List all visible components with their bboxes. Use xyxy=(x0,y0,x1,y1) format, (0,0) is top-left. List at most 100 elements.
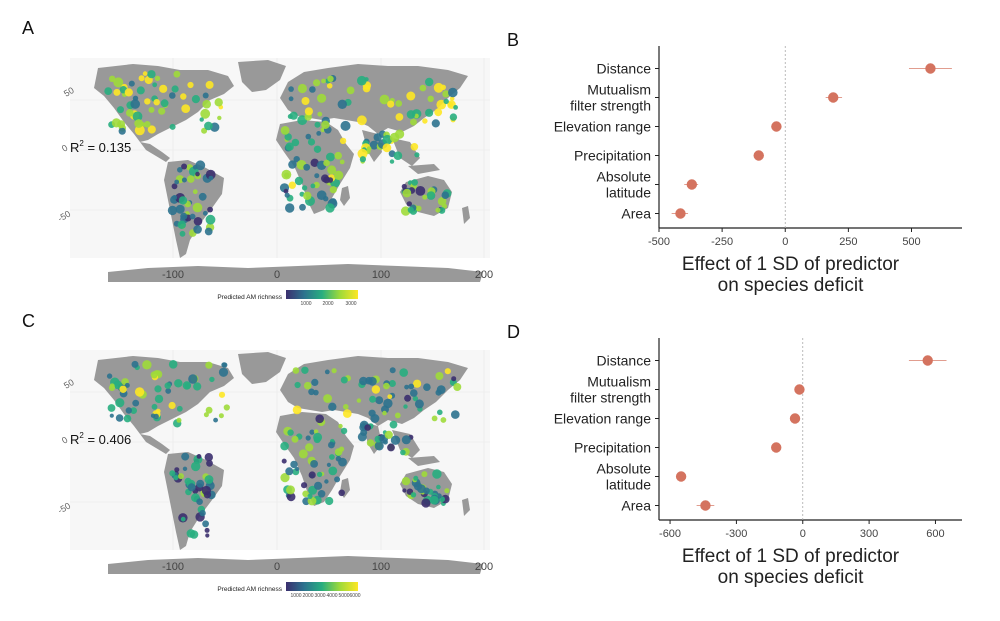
map-c-legend-title: Predicted AM richness xyxy=(217,586,282,593)
map-site-point xyxy=(182,466,188,471)
map-site-point xyxy=(117,120,126,129)
effect-point xyxy=(700,500,711,511)
effect-point xyxy=(794,384,805,395)
map-site-point xyxy=(132,399,140,407)
map-site-point xyxy=(451,410,460,419)
map-site-point xyxy=(406,110,416,119)
map-site-point xyxy=(108,384,116,391)
map-site-point xyxy=(192,202,203,213)
map-site-point xyxy=(324,479,329,484)
map-site-point xyxy=(314,481,323,490)
map-site-point xyxy=(173,475,179,481)
map-site-point xyxy=(131,360,139,368)
map-c-r2-annotation: R2 = 0.406 xyxy=(70,431,131,447)
map-site-point xyxy=(155,408,161,414)
map-a-legend-title: Predicted AM richness xyxy=(217,294,282,301)
map-site-point xyxy=(218,391,226,398)
map-site-point xyxy=(408,383,415,390)
map-a-lon-tick: 0 xyxy=(274,269,280,281)
map-site-point xyxy=(394,412,401,419)
map-site-point xyxy=(412,395,419,402)
map-site-point xyxy=(291,138,300,147)
map-site-point xyxy=(442,90,450,98)
map-site-point xyxy=(302,490,309,498)
map-site-point xyxy=(323,159,330,167)
map-site-point xyxy=(410,492,417,498)
map-site-point xyxy=(389,420,398,429)
map-site-point xyxy=(195,171,200,177)
map-site-point xyxy=(317,111,323,117)
map-site-point xyxy=(357,115,367,126)
map-site-point xyxy=(435,389,442,396)
map-site-point xyxy=(379,94,390,105)
map-c-lon-tick: 0 xyxy=(274,561,280,573)
map-site-point xyxy=(438,207,446,214)
map-a-lon-tick: 200 xyxy=(475,269,493,281)
map-site-point xyxy=(204,453,213,462)
map-site-point xyxy=(331,368,337,374)
map-site-point xyxy=(411,179,419,186)
x-tick-label: -500 xyxy=(648,236,670,248)
map-site-point xyxy=(151,403,158,410)
map-site-point xyxy=(369,140,379,150)
map-site-point xyxy=(168,360,178,369)
map-site-point xyxy=(449,96,455,101)
panel-letter-c: C xyxy=(22,311,35,331)
map-site-point xyxy=(205,533,210,538)
map-site-point xyxy=(313,145,322,153)
map-panel-a: 50 0 -50 R2 = 0.135 -100 0 100 200 Predi… xyxy=(56,58,493,307)
map-site-point xyxy=(196,498,203,506)
map-site-point xyxy=(440,417,447,423)
map-site-point xyxy=(410,143,419,151)
map-site-point xyxy=(328,466,338,476)
predictor-label: filter strength xyxy=(570,390,651,406)
map-site-point xyxy=(328,441,335,449)
predictor-label: Mutualism xyxy=(587,374,651,390)
map-site-point xyxy=(315,414,325,424)
effect-point xyxy=(771,121,782,132)
map-site-point xyxy=(316,131,322,136)
map-site-point xyxy=(388,380,396,387)
map-a-lat-tick-50: 50 xyxy=(62,85,76,99)
map-site-point xyxy=(189,213,196,220)
predictor-label: filter strength xyxy=(570,98,651,114)
map-site-point xyxy=(187,175,195,183)
map-site-point xyxy=(178,473,184,480)
map-site-point xyxy=(180,516,186,522)
map-site-point xyxy=(449,113,458,121)
map-site-point xyxy=(168,401,176,410)
map-site-point xyxy=(204,475,214,484)
map-c-lat-tick-neg50: -50 xyxy=(56,501,72,516)
map-site-point xyxy=(393,151,403,160)
map-site-point xyxy=(403,404,408,409)
map-site-point xyxy=(395,100,403,107)
x-tick-label: 600 xyxy=(926,528,944,540)
map-site-point xyxy=(415,205,422,212)
map-site-point xyxy=(288,160,297,169)
map-site-point xyxy=(309,429,315,435)
map-site-point xyxy=(301,482,308,489)
map-site-point xyxy=(307,493,313,499)
map-site-point xyxy=(177,167,183,173)
map-site-point xyxy=(142,360,152,370)
map-c-legend-tick: 3000 xyxy=(314,593,325,599)
effect-point xyxy=(675,471,687,482)
map-site-point xyxy=(191,461,201,472)
map-site-point xyxy=(285,467,294,476)
map-site-point xyxy=(148,106,155,113)
effect-point xyxy=(675,208,686,219)
map-site-point xyxy=(423,383,431,392)
map-site-point xyxy=(213,417,219,423)
map-site-point xyxy=(431,119,440,128)
map-site-point xyxy=(359,376,368,386)
map-site-point xyxy=(181,163,188,170)
map-site-point xyxy=(387,100,395,108)
x-tick-label: 500 xyxy=(902,236,920,248)
map-site-point xyxy=(387,443,395,452)
map-site-point xyxy=(334,476,341,483)
map-site-point xyxy=(291,435,299,443)
map-c-lon-tick: 100 xyxy=(372,561,390,573)
map-site-point xyxy=(173,70,181,78)
map-site-point xyxy=(109,75,116,83)
map-site-point xyxy=(382,439,388,445)
